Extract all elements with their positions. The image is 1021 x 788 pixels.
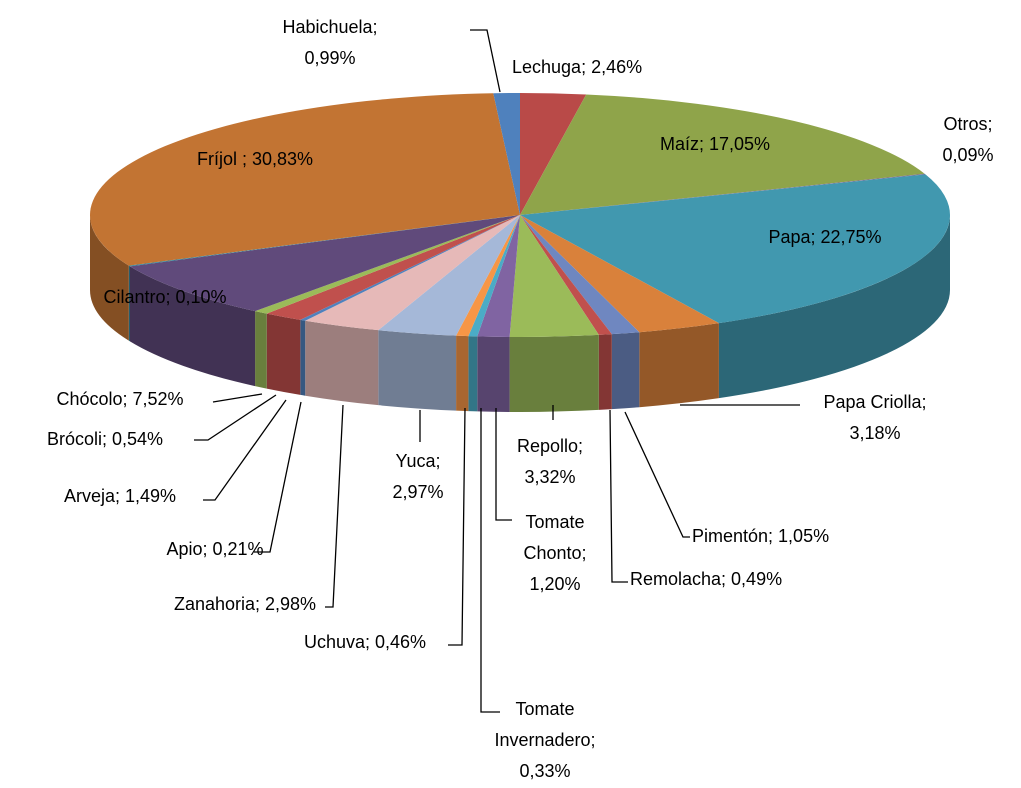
slice — [468, 215, 520, 337]
slice-side — [255, 311, 267, 389]
leader-line — [495, 408, 512, 521]
leader-line — [624, 411, 690, 538]
data-label: 0,99% — [304, 48, 355, 68]
data-label: Lechuga; 2,46% — [512, 57, 642, 77]
slice — [509, 215, 599, 337]
data-label: Apio; 0,21% — [166, 539, 263, 559]
slice — [520, 173, 926, 215]
slice-side — [477, 336, 510, 412]
data-label: 3,32% — [524, 467, 575, 487]
data-label: Tomate — [515, 699, 574, 719]
data-label: Chócolo; 7,52% — [56, 389, 183, 409]
data-label: 0,09% — [942, 145, 993, 165]
data-label: Remolacha; 0,49% — [630, 569, 782, 589]
slice-side — [598, 334, 612, 410]
slice — [520, 215, 612, 335]
data-label: Zanahoria; 2,98% — [174, 594, 316, 614]
slice — [520, 93, 587, 215]
slice-side — [639, 323, 719, 408]
slice-side — [266, 313, 301, 395]
data-label: Habichuela; — [282, 17, 377, 37]
data-label: Otros; — [943, 114, 992, 134]
slice — [305, 215, 520, 331]
data-label: Papa; 22,75% — [768, 227, 881, 247]
slice-side — [300, 319, 306, 396]
slice — [493, 93, 520, 215]
slice — [255, 215, 520, 314]
slice — [266, 215, 520, 320]
data-label: Brócoli; 0,54% — [47, 429, 163, 449]
slice-side — [456, 335, 469, 412]
slice-side — [378, 330, 457, 411]
leader-line — [203, 399, 287, 501]
data-label: Fríjol ; 30,83% — [197, 149, 313, 169]
data-label: Yuca; — [395, 451, 440, 471]
data-label: 3,18% — [849, 423, 900, 443]
data-label: Tomate — [525, 512, 584, 532]
data-label: Chonto; — [523, 543, 586, 563]
data-label: Arveja; 1,49% — [64, 486, 176, 506]
data-label: Cilantro; 0,10% — [103, 287, 226, 307]
data-label: Invernadero; — [494, 730, 595, 750]
data-label: Uchuva; 0,46% — [304, 632, 426, 652]
slice — [378, 215, 520, 336]
data-label: Maíz; 17,05% — [660, 134, 770, 154]
leader-line — [325, 404, 344, 608]
slice — [128, 215, 520, 267]
slice — [90, 93, 521, 266]
slice — [477, 215, 520, 337]
data-label: 1,20% — [529, 574, 580, 594]
slice-side — [90, 215, 129, 341]
data-label: Repollo; — [517, 436, 583, 456]
slice-side — [718, 215, 950, 399]
slice-side — [468, 336, 478, 412]
slice — [300, 215, 520, 321]
leader-line — [194, 394, 277, 441]
leader-line — [212, 393, 263, 403]
slice — [520, 215, 719, 333]
slice — [456, 215, 520, 337]
data-label: Papa Criolla; — [823, 392, 926, 412]
slice-side — [611, 332, 640, 410]
leader-line — [480, 408, 500, 713]
data-label: 2,97% — [392, 482, 443, 502]
leader-line — [448, 407, 466, 646]
data-label: Pimentón; 1,05% — [692, 526, 829, 546]
slice — [520, 174, 950, 324]
slice-side — [128, 265, 130, 342]
slice — [129, 215, 520, 312]
slice-side — [129, 266, 256, 387]
leader-line — [470, 29, 501, 93]
data-label: 0,33% — [519, 761, 570, 781]
slice-side — [509, 334, 599, 412]
leader-line — [254, 401, 302, 553]
slice — [520, 94, 925, 215]
slice — [520, 215, 640, 335]
slice-side — [305, 320, 379, 406]
leader-line — [609, 409, 628, 583]
